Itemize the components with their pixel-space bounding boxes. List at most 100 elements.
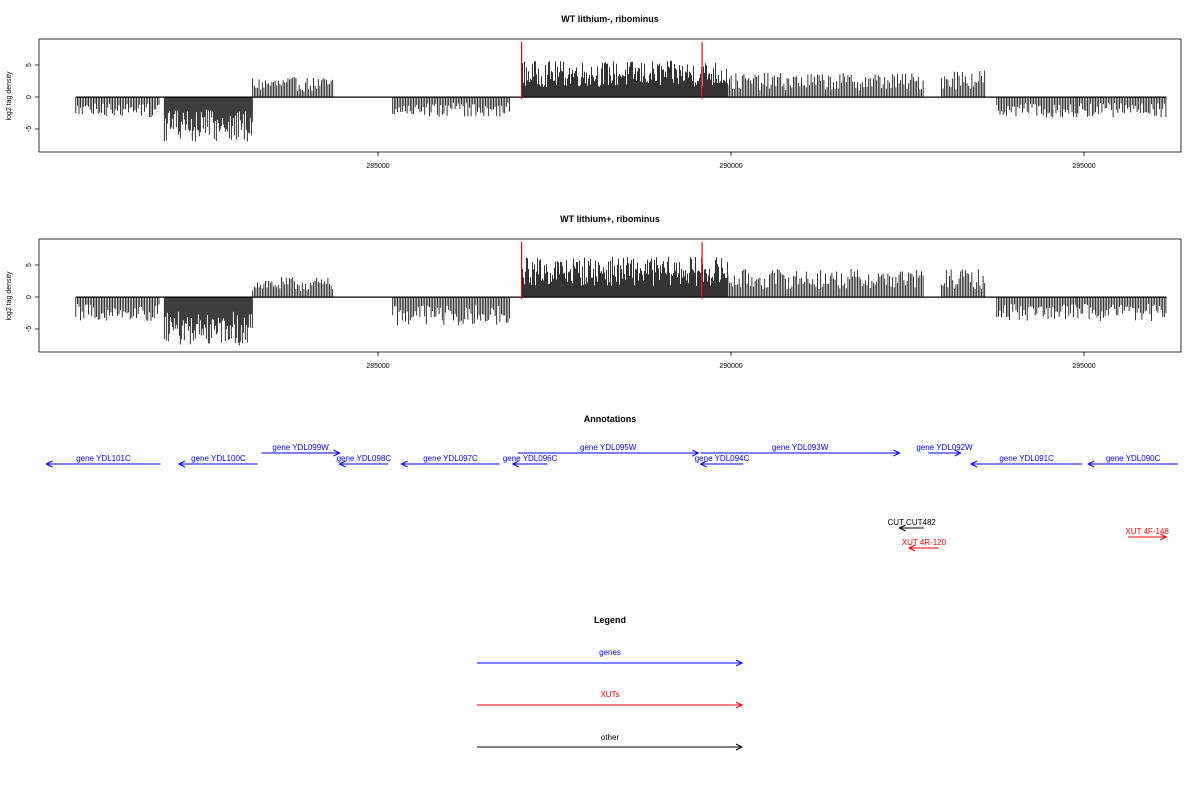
feature-gene: gene YDL092W	[916, 443, 973, 457]
y-tick-label: 0	[26, 95, 33, 99]
feature-label: gene YDL091C	[999, 454, 1054, 463]
feature-label: gene YDL098C	[337, 454, 392, 463]
arrowhead-icon	[45, 460, 53, 468]
density-bars	[75, 242, 1167, 346]
arrowhead-icon	[893, 449, 901, 457]
feature-gene: gene YDL094C	[695, 454, 750, 468]
feature-gene: gene YDL091C	[969, 454, 1083, 468]
arrowhead-icon	[699, 460, 707, 468]
density-segment	[75, 97, 160, 118]
density-segment	[1077, 297, 1167, 321]
legend: Legend genes XUTs other	[477, 615, 744, 751]
annotations-track: Annotations gene YDL101C gene YDL100Cgene…	[45, 414, 1178, 552]
plot-frame	[38, 38, 1182, 153]
feature-gene: gene YDL097C	[400, 454, 500, 468]
arrowhead-icon	[333, 449, 341, 457]
feature-xut: XUT 4F-148	[1125, 527, 1169, 541]
density-segment	[996, 97, 1078, 118]
arrowhead-icon	[338, 460, 346, 468]
feature-label: XUT 4R-120	[902, 538, 947, 547]
feature-label: gene YDL099W	[272, 443, 329, 452]
density-segment	[941, 269, 986, 298]
feature-label: gene YDL092W	[916, 443, 973, 452]
density-bars	[75, 42, 1167, 142]
x-axis: 285000 290000 295000	[366, 352, 1096, 370]
y-tick-label: -5	[26, 126, 33, 132]
y-axis-label: log2 tag density	[6, 271, 13, 321]
feature-gene: gene YDL096C	[503, 454, 558, 468]
feature-label: gene YDL097C	[423, 454, 478, 463]
arrowhead-icon	[1160, 533, 1168, 541]
feature-arrows: gene YDL101C gene YDL100C gene YDL099W gene…	[45, 443, 1178, 552]
x-tick-label: 285000	[366, 163, 389, 170]
density-segment	[392, 297, 510, 326]
feature-label: gene YDL094C	[695, 454, 750, 463]
density-segment	[163, 297, 253, 346]
y-axis: -5 0 5	[26, 263, 39, 332]
x-tick-label: 295000	[1072, 163, 1095, 170]
arrowhead-icon	[735, 743, 744, 751]
legend-label-other: other	[601, 733, 620, 742]
arrowhead-icon	[908, 544, 916, 552]
x-tick-label: 285000	[366, 363, 389, 370]
legend-label-xuts: XUTs	[600, 690, 619, 699]
arrowhead-icon	[692, 449, 700, 457]
density-segment	[1077, 97, 1167, 118]
x-axis: 285000 290000 295000	[366, 152, 1096, 170]
arrowhead-icon	[898, 524, 906, 532]
y-axis: -5 0 5	[26, 63, 39, 132]
density-segment	[996, 297, 1078, 321]
feature-label: gene YDL095W	[580, 443, 637, 452]
y-tick-label: 5	[26, 263, 33, 267]
arrowhead-icon	[511, 460, 519, 468]
annotations-title: Annotations	[584, 414, 637, 424]
x-tick-label: 295000	[1072, 363, 1095, 370]
y-tick-label: 0	[26, 295, 33, 299]
arrowhead-icon	[954, 449, 962, 457]
feature-gene: gene YDL100C	[177, 454, 258, 468]
density-segment	[252, 277, 334, 298]
feature-other: CUT CUT482	[888, 518, 937, 532]
density-segment	[392, 97, 510, 117]
feature-label: gene YDL100C	[191, 454, 246, 463]
legend-label-genes: genes	[599, 648, 621, 657]
arrowhead-icon	[400, 460, 408, 468]
feature-label: gene YDL093W	[772, 443, 829, 452]
feature-label: CUT CUT482	[888, 518, 937, 527]
x-tick-label: 290000	[719, 163, 742, 170]
arrowhead-icon	[969, 460, 978, 468]
panel-title: WT lithium+, ribominus	[560, 214, 660, 224]
feature-label: gene YDL101C	[76, 454, 131, 463]
track-panel-lithium-plus: WT lithium+, ribominus log2 tag density …	[6, 214, 1182, 370]
feature-gene: gene YDL090C	[1087, 454, 1178, 468]
track-panel-lithium-minus: WT lithium-, ribominus log2 tag density …	[6, 14, 1182, 170]
feature-gene: gene YDL095W	[517, 443, 700, 457]
feature-label: XUT 4F-148	[1125, 527, 1169, 536]
density-segment	[163, 97, 253, 142]
legend-item-xuts: XUTs	[477, 690, 744, 709]
panel-title: WT lithium-, ribominus	[561, 14, 659, 24]
density-segment	[521, 256, 728, 298]
y-axis-label: log2 tag density	[6, 71, 13, 121]
feature-gene: gene YDL098C	[337, 454, 392, 468]
arrowhead-icon	[177, 460, 186, 468]
feature-xut: XUT 4R-120	[902, 538, 947, 552]
feature-gene: gene YDL101C	[45, 454, 161, 468]
arrowhead-icon	[1087, 460, 1095, 468]
legend-item-other: other	[477, 733, 744, 751]
density-segment	[727, 269, 924, 298]
density-segment	[941, 70, 986, 98]
x-tick-label: 290000	[719, 363, 742, 370]
density-segment	[727, 73, 924, 98]
plot-frame	[38, 238, 1182, 353]
density-segment	[75, 297, 160, 321]
legend-item-genes: genes	[477, 648, 744, 667]
legend-title: Legend	[594, 615, 626, 625]
arrowhead-icon	[735, 701, 744, 709]
arrowhead-icon	[735, 659, 744, 667]
y-tick-label: 5	[26, 63, 33, 67]
feature-label: gene YDL090C	[1106, 454, 1161, 463]
feature-gene: gene YDL093W	[700, 443, 901, 457]
feature-label: gene YDL096C	[503, 454, 558, 463]
